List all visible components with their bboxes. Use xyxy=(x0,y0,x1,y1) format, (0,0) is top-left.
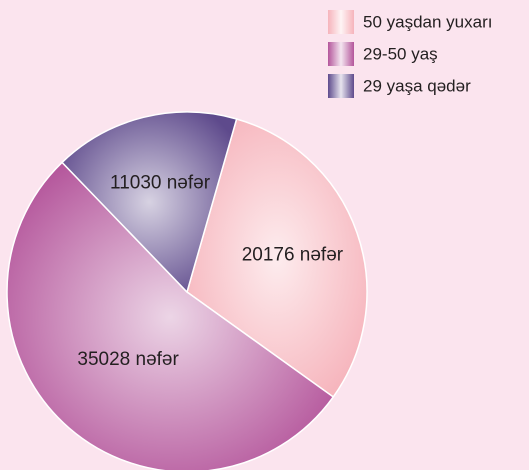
legend: 50 yaşdan yuxarı 29-50 yaş 29 yaşa qədər xyxy=(328,10,492,98)
value-label: 20176 nəfər xyxy=(242,244,344,265)
legend-label: 50 yaşdan yuxarı xyxy=(363,12,492,31)
pie-slice xyxy=(186,118,368,398)
legend-label: 29 yaşa qədər xyxy=(363,76,471,95)
value-label: 35028 nəfər xyxy=(77,349,179,370)
legend-swatch xyxy=(328,74,354,98)
legend-swatch xyxy=(328,42,354,66)
pie-slice xyxy=(6,161,335,470)
pie: 20176 nəfər 35028 nəfər 11030 nəfər xyxy=(6,111,368,470)
legend-swatch xyxy=(328,10,354,34)
value-label: 11030 nəfər xyxy=(110,173,211,194)
pie-slice xyxy=(61,111,238,294)
legend-label: 29-50 yaş xyxy=(363,44,438,63)
